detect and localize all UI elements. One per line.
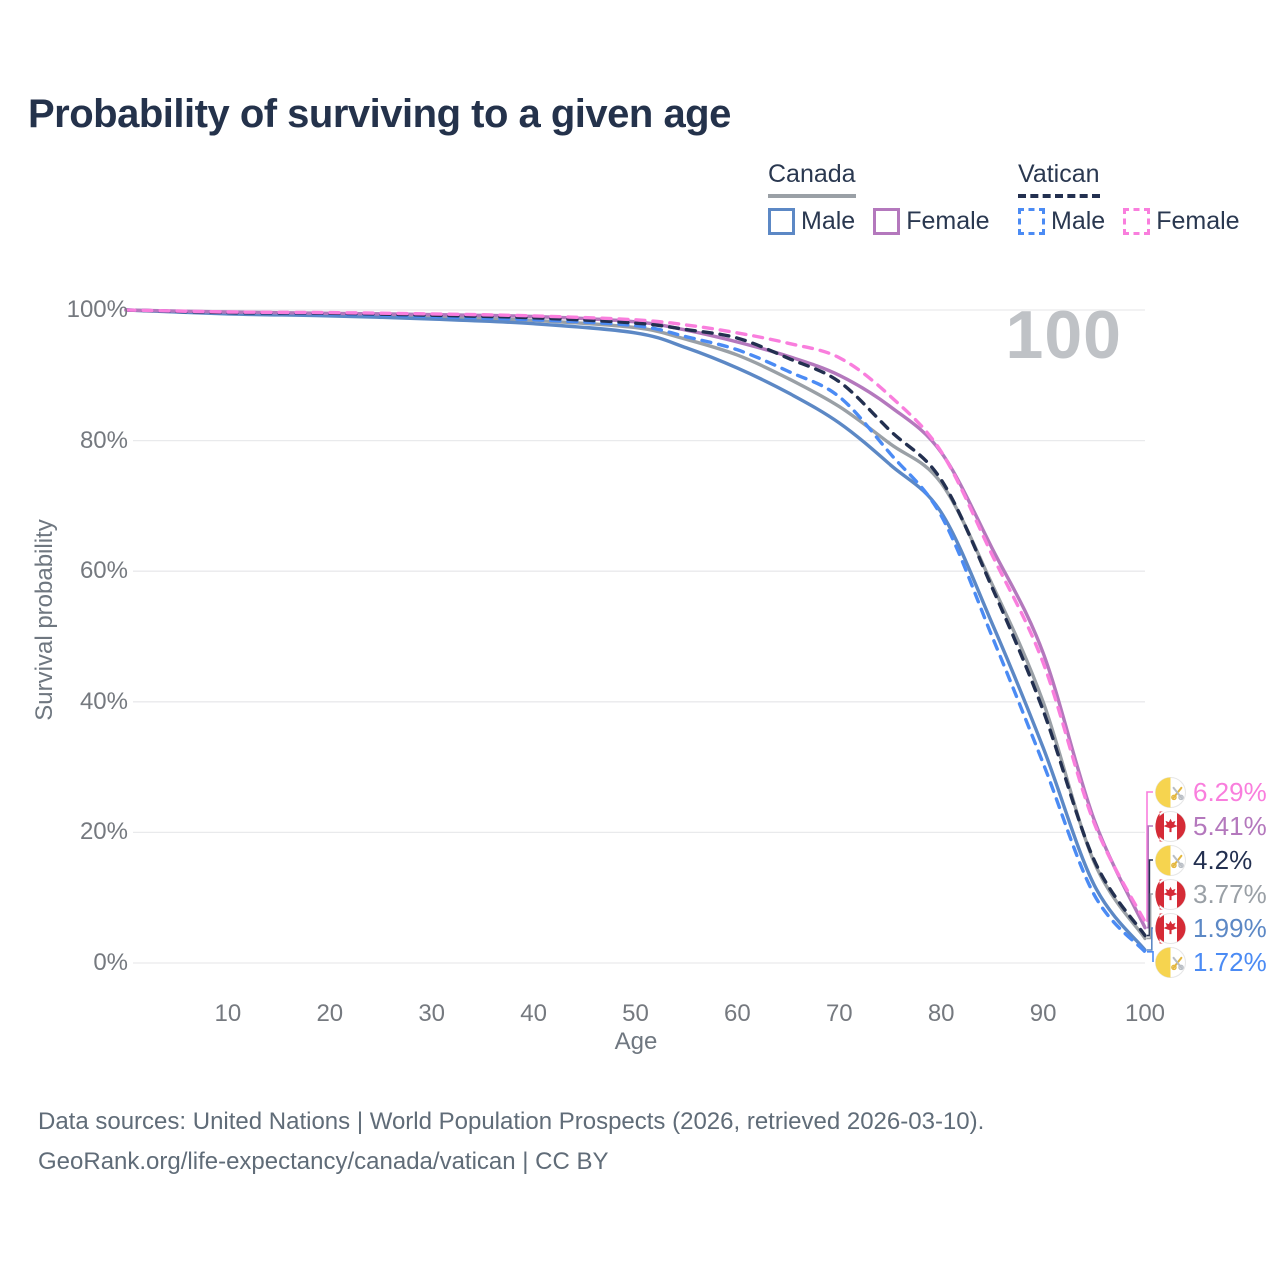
x-tick-label: 50 <box>622 1000 649 1027</box>
legend-group-vatican: Vatican Male Female <box>1018 160 1240 236</box>
legend-item-canada-male[interactable]: Male <box>768 207 855 236</box>
end-label-vatican-overall: 4.2% <box>1155 844 1252 876</box>
x-tick-label: 30 <box>418 1000 446 1027</box>
series-line-vatican-female <box>124 308 1147 924</box>
legend-item-label: Female <box>906 207 990 235</box>
series-line-canada-male <box>124 308 1147 952</box>
legend-item-vatican-male[interactable]: Male <box>1018 207 1105 236</box>
legend-item-label: Male <box>1051 207 1106 235</box>
legend-item-label: Female <box>1156 207 1240 235</box>
page-title: Probability of surviving to a given age <box>28 92 731 136</box>
legend-swatch-icon <box>873 208 901 235</box>
end-label-connector <box>1147 893 1153 940</box>
end-label-connector <box>1147 825 1153 929</box>
end-label-value: 1.72% <box>1193 946 1267 977</box>
end-label-value: 5.41% <box>1193 810 1267 841</box>
x-tick-label: 10 <box>214 1000 242 1027</box>
canada-flag-icon <box>1155 912 1186 944</box>
end-label-connector <box>1147 859 1153 937</box>
end-label-value: 6.29% <box>1193 776 1267 807</box>
x-tick-label: 70 <box>825 1000 853 1027</box>
legend-swatch-icon <box>1018 208 1045 235</box>
end-label-value: 1.99% <box>1193 912 1267 943</box>
y-tick-label: 20% <box>79 818 128 846</box>
end-label-connector <box>1146 791 1153 922</box>
series-line-vatican-overall <box>124 308 1147 938</box>
legend-country-label: Canada <box>768 160 856 198</box>
end-label-connector <box>1147 951 1154 962</box>
legend-items: Male Female <box>768 207 990 236</box>
legend-items: Male Female <box>1018 207 1240 236</box>
legend-country-label: Vatican <box>1018 160 1100 198</box>
legend-item-vatican-female[interactable]: Female <box>1123 207 1240 236</box>
legend-group-canada: Canada Male Female <box>768 160 990 236</box>
legend-swatch-icon <box>1123 208 1151 235</box>
x-axis-title: Age <box>614 1028 658 1055</box>
vatican-flag-icon <box>1155 776 1186 808</box>
legend-item-label: Male <box>801 207 856 235</box>
x-tick-label: 90 <box>1029 1000 1057 1027</box>
legend-item-canada-female[interactable]: Female <box>873 207 990 236</box>
canada-flag-icon <box>1155 878 1186 910</box>
x-tick-label: 40 <box>520 1000 547 1027</box>
x-tick-label: 20 <box>316 1000 344 1027</box>
x-tick-label: 100 <box>1124 1000 1166 1027</box>
series-line-canada-female <box>124 308 1147 930</box>
canada-flag-icon <box>1155 810 1186 842</box>
end-label-vatican-female: 6.29% <box>1155 776 1267 808</box>
end-label-canada-female: 5.41% <box>1155 810 1267 842</box>
end-label-value: 3.77% <box>1193 878 1267 909</box>
end-label-canada-overall: 3.77% <box>1155 878 1267 910</box>
vatican-flag-icon <box>1155 844 1186 876</box>
x-tick-label: 80 <box>927 1000 955 1027</box>
y-tick-label: 60% <box>79 557 128 585</box>
y-tick-label: 100% <box>66 296 128 323</box>
end-label-value: 4.2% <box>1193 844 1253 875</box>
legend-swatch-icon <box>768 208 795 235</box>
y-tick-label: 80% <box>79 426 128 454</box>
x-tick-label: 60 <box>724 1000 751 1027</box>
end-label-connector <box>1147 927 1153 951</box>
data-source-note: Data sources: United Nations | World Pop… <box>38 1108 985 1135</box>
end-label-canada-male: 1.99% <box>1155 912 1267 944</box>
end-label-vatican-male: 1.72% <box>1155 946 1267 978</box>
attribution-note: GeoRank.org/life-expectancy/canada/vatic… <box>38 1148 609 1175</box>
vatican-flag-icon <box>1155 946 1186 978</box>
y-tick-label: 40% <box>79 687 128 715</box>
y-tick-label: 0% <box>93 949 128 976</box>
series-line-vatican-male <box>124 308 1147 954</box>
